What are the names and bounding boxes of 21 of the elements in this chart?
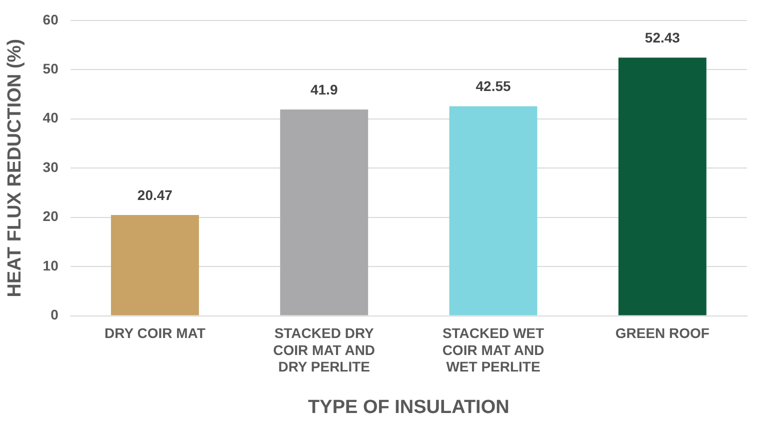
y-tick-label: 10 (42, 257, 59, 274)
data-label: 41.9 (310, 81, 338, 98)
y-tick-label: 0 (50, 306, 59, 323)
bar (618, 58, 706, 316)
x-tick-label: GREEN ROOF (615, 325, 710, 342)
x-tick-label: DRY COIR MAT (104, 325, 206, 342)
bar (110, 215, 199, 316)
x-tick-label: STACKED WET COIR MAT AND WET PERLITE (442, 325, 545, 375)
data-label: 42.55 (476, 78, 511, 94)
y-tick-label: 50 (42, 60, 59, 76)
x-axis-title: TYPE OF INSULATION (308, 396, 510, 418)
bar (449, 106, 538, 316)
y-tick-label: 30 (42, 158, 59, 175)
data-label: 52.43 (644, 30, 680, 46)
y-axis-title: HEAT FLUX REDUCTION (%) (4, 38, 26, 298)
y-tick-label: 60 (42, 11, 59, 28)
y-tick-label: 40 (42, 110, 59, 126)
y-tick-label: 20 (42, 208, 59, 224)
x-tick-label: STACKED DRY COIR MAT AND DRY PERLITE (273, 325, 376, 375)
data-label: 20.47 (137, 186, 173, 203)
bar (280, 110, 368, 316)
